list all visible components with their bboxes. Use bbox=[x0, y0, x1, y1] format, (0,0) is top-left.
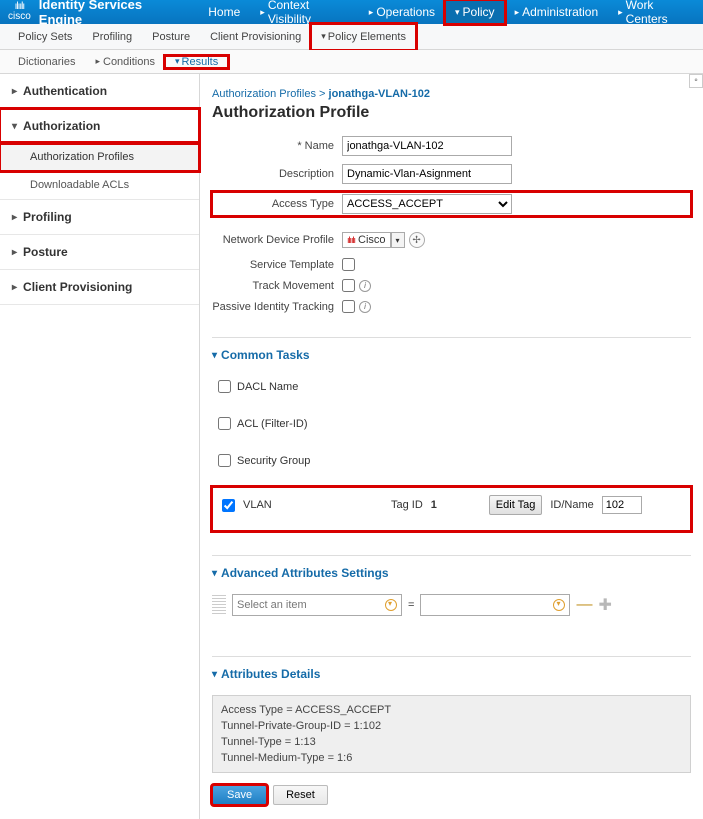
track-info-icon[interactable]: i bbox=[359, 280, 371, 292]
sidebar: Authentication Authorization Authorizati… bbox=[0, 74, 200, 819]
tagid-label: Tag ID bbox=[391, 499, 423, 511]
passive-checkbox[interactable] bbox=[342, 300, 355, 313]
nav-policy[interactable]: Policy bbox=[445, 0, 505, 24]
passive-label: Passive Identity Tracking bbox=[212, 301, 342, 313]
acl-checkbox[interactable] bbox=[218, 417, 231, 430]
tab-client-prov[interactable]: Client Provisioning bbox=[200, 24, 311, 50]
tab-policy-elements[interactable]: Policy Elements bbox=[311, 24, 416, 50]
adv-attr-select[interactable]: Select an item bbox=[232, 594, 402, 616]
nav-admin[interactable]: Administration bbox=[505, 0, 609, 24]
ndp-dropdown-icon[interactable]: ▾ bbox=[391, 232, 405, 248]
tab-profiling[interactable]: Profiling bbox=[82, 24, 142, 50]
track-checkbox[interactable] bbox=[342, 279, 355, 292]
side-client-prov[interactable]: Client Provisioning bbox=[0, 270, 199, 304]
nav-operations[interactable]: Operations bbox=[359, 0, 445, 24]
svc-tpl-checkbox[interactable] bbox=[342, 258, 355, 271]
nav-context[interactable]: Context Visibility bbox=[250, 0, 359, 24]
tab-results[interactable]: Results bbox=[165, 56, 228, 68]
tab-policy-sets[interactable]: Policy Sets bbox=[8, 24, 82, 50]
track-label: Track Movement bbox=[212, 280, 342, 292]
remove-row-icon[interactable]: — bbox=[576, 596, 592, 614]
top-nav: ılıılıcisco Identity Services Engine Hom… bbox=[0, 0, 703, 24]
tab-dictionaries[interactable]: Dictionaries bbox=[8, 56, 85, 68]
tagid-value: 1 bbox=[431, 499, 481, 511]
name-field[interactable] bbox=[342, 136, 512, 156]
edit-tag-button[interactable]: Edit Tag bbox=[489, 495, 543, 515]
crumb-parent[interactable]: Authorization Profiles bbox=[212, 88, 316, 100]
vlan-checkbox[interactable] bbox=[222, 499, 235, 512]
side-profiling[interactable]: Profiling bbox=[0, 200, 199, 234]
nav-workcenters[interactable]: Work Centers bbox=[608, 0, 703, 24]
ndp-label: Network Device Profile bbox=[212, 234, 342, 246]
cisco-logo: ılıılıcisco bbox=[0, 2, 39, 22]
attr-details-box: Access Type = ACCESS_ACCEPT Tunnel-Priva… bbox=[212, 695, 691, 773]
dropdown-icon bbox=[385, 599, 397, 611]
attr-details-header[interactable]: Attributes Details bbox=[212, 656, 691, 681]
tab-posture[interactable]: Posture bbox=[142, 24, 200, 50]
secgrp-label: Security Group bbox=[237, 455, 310, 467]
access-type-select[interactable]: ACCESS_ACCEPT bbox=[342, 194, 512, 214]
side-authorization[interactable]: Authorization bbox=[0, 109, 199, 143]
passive-info-icon[interactable]: i bbox=[359, 301, 371, 313]
tab-conditions[interactable]: Conditions bbox=[85, 56, 165, 68]
reset-button[interactable]: Reset bbox=[273, 785, 328, 805]
collapse-toggle[interactable]: ◦ bbox=[689, 74, 703, 88]
desc-label: Description bbox=[212, 168, 342, 180]
side-posture[interactable]: Posture bbox=[0, 235, 199, 269]
side-auth-profiles[interactable]: Authorization Profiles bbox=[0, 143, 199, 171]
add-row-icon[interactable]: ✚ bbox=[598, 595, 611, 615]
crumb-current: jonathga-VLAN-102 bbox=[329, 88, 430, 100]
dropdown-icon bbox=[553, 599, 565, 611]
subnav-2: Dictionaries Conditions Results ◦ bbox=[0, 50, 703, 74]
advanced-header[interactable]: Advanced Attributes Settings bbox=[212, 555, 691, 580]
subnav-1: Policy Sets Profiling Posture Client Pro… bbox=[0, 24, 703, 50]
vlan-label: VLAN bbox=[243, 499, 383, 511]
dacl-checkbox[interactable] bbox=[218, 380, 231, 393]
dacl-label: DACL Name bbox=[237, 381, 298, 393]
content-area: Authorization Profiles > jonathga-VLAN-1… bbox=[200, 74, 703, 819]
nav-home[interactable]: Home bbox=[198, 0, 250, 24]
side-authentication[interactable]: Authentication bbox=[0, 74, 199, 108]
common-tasks-header[interactable]: Common Tasks bbox=[212, 337, 691, 362]
acl-label: ACL (Filter-ID) bbox=[237, 418, 307, 430]
ndp-gear-icon[interactable]: ✢ bbox=[409, 232, 425, 248]
breadcrumb: Authorization Profiles > jonathga-VLAN-1… bbox=[212, 88, 691, 100]
secgrp-checkbox[interactable] bbox=[218, 454, 231, 467]
side-downloadable-acls[interactable]: Downloadable ACLs bbox=[0, 171, 199, 199]
page-title: Authorization Profile bbox=[212, 104, 691, 122]
adv-value-select[interactable] bbox=[420, 594, 570, 616]
save-button[interactable]: Save bbox=[212, 785, 267, 805]
name-label: * Name bbox=[212, 140, 342, 152]
drag-handle-icon[interactable] bbox=[212, 595, 226, 615]
idname-field[interactable] bbox=[602, 496, 642, 514]
ndp-value[interactable]: ılıılıCisco bbox=[342, 232, 391, 248]
access-type-label: Access Type bbox=[212, 198, 342, 210]
idname-label: ID/Name bbox=[550, 499, 593, 511]
desc-field[interactable] bbox=[342, 164, 512, 184]
svc-tpl-label: Service Template bbox=[212, 259, 342, 271]
